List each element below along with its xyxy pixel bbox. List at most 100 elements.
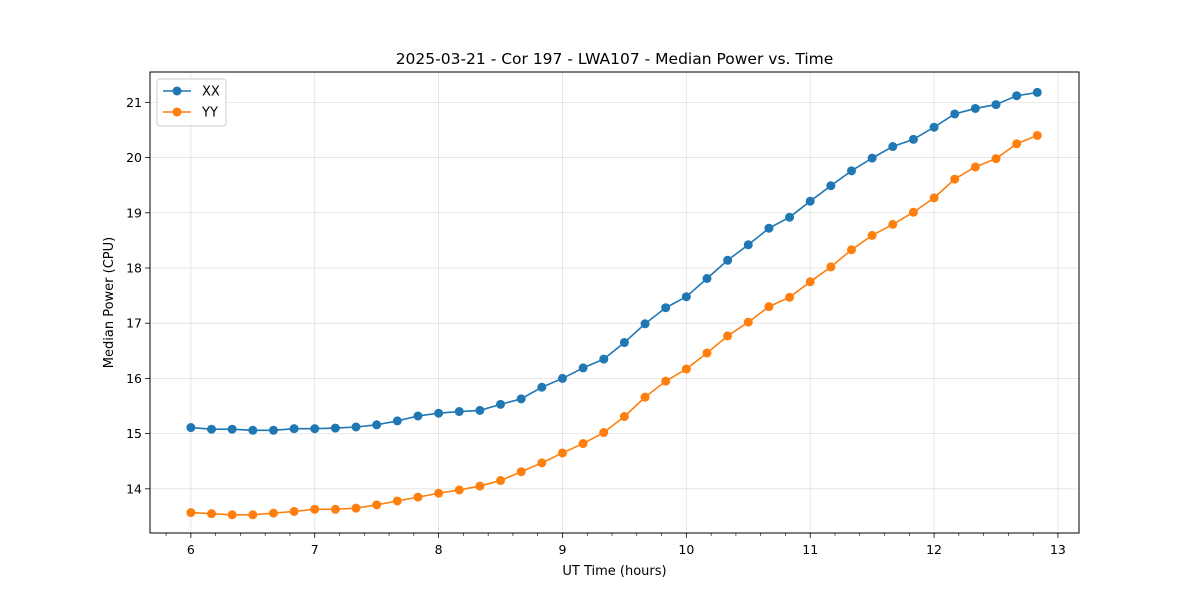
x-tick-label: 9 bbox=[558, 542, 566, 557]
x-tick-label: 6 bbox=[187, 542, 195, 557]
data-point-xx bbox=[867, 153, 877, 163]
data-point-xx bbox=[764, 223, 774, 233]
ticks: 6 7 8 9 10 11 12 13 14 15 16 17 18 19 20 21 bbox=[126, 95, 1066, 557]
data-point-yy bbox=[785, 292, 795, 302]
data-point-xx bbox=[929, 122, 939, 132]
y-tick-label: 20 bbox=[126, 150, 142, 165]
x-tick-label: 12 bbox=[926, 542, 942, 557]
data-point-yy bbox=[805, 277, 815, 287]
data-point-yy bbox=[950, 174, 960, 184]
data-point-xx bbox=[475, 405, 485, 415]
data-point-xx bbox=[578, 363, 588, 373]
x-tick-label: 8 bbox=[435, 542, 443, 557]
data-point-xx bbox=[268, 425, 278, 435]
legend-marker-yy bbox=[172, 107, 182, 117]
data-point-xx bbox=[702, 273, 712, 283]
data-point-xx bbox=[557, 373, 567, 383]
data-point-yy bbox=[661, 376, 671, 386]
x-axis-label: UT Time (hours) bbox=[562, 564, 666, 579]
data-point-yy bbox=[578, 439, 588, 449]
data-point-xx bbox=[743, 240, 753, 250]
data-point-xx bbox=[661, 303, 671, 313]
data-point-xx bbox=[516, 394, 526, 404]
data-point-xx bbox=[1012, 91, 1022, 101]
data-point-yy bbox=[186, 508, 196, 518]
data-point-xx bbox=[434, 408, 444, 418]
data-point-xx bbox=[805, 196, 815, 206]
data-point-yy bbox=[1032, 130, 1042, 140]
data-point-xx bbox=[888, 142, 898, 152]
data-point-xx bbox=[1032, 87, 1042, 97]
data-point-yy bbox=[867, 230, 877, 240]
y-tick-label: 16 bbox=[126, 371, 142, 386]
data-point-yy bbox=[557, 448, 567, 458]
data-point-yy bbox=[289, 506, 299, 516]
data-point-yy bbox=[970, 162, 980, 172]
y-tick-label: 21 bbox=[126, 95, 142, 110]
legend-marker-xx bbox=[172, 86, 182, 96]
data-point-yy bbox=[516, 467, 526, 477]
data-point-xx bbox=[908, 134, 918, 144]
data-point-xx bbox=[227, 424, 237, 434]
data-point-xx bbox=[496, 399, 506, 409]
y-tick-label: 19 bbox=[126, 205, 142, 220]
legend-label-xx: XX bbox=[202, 85, 220, 100]
y-axis-label: Median Power (CPU) bbox=[102, 237, 117, 368]
data-point-yy bbox=[764, 302, 774, 312]
data-point-xx bbox=[826, 181, 836, 191]
data-point-xx bbox=[723, 255, 733, 265]
data-point-xx bbox=[248, 425, 258, 435]
data-point-yy bbox=[207, 509, 217, 519]
data-point-yy bbox=[991, 154, 1001, 164]
legend: XX YY bbox=[156, 78, 227, 127]
data-point-yy bbox=[702, 348, 712, 358]
data-point-xx bbox=[351, 422, 361, 432]
y-tick-label: 14 bbox=[126, 481, 142, 496]
data-point-xx bbox=[537, 382, 547, 392]
legend-label-yy: YY bbox=[201, 106, 218, 121]
data-point-yy bbox=[723, 331, 733, 341]
data-point-yy bbox=[351, 503, 361, 513]
data-point-xx bbox=[950, 109, 960, 119]
data-point-yy bbox=[496, 476, 506, 486]
data-point-yy bbox=[743, 317, 753, 327]
x-tick-label: 13 bbox=[1050, 542, 1066, 557]
data-point-xx bbox=[970, 103, 980, 113]
data-point-yy bbox=[475, 481, 485, 491]
plot-frame bbox=[149, 71, 1080, 534]
grid bbox=[150, 72, 1079, 533]
data-point-yy bbox=[619, 412, 629, 422]
data-point-yy bbox=[392, 496, 402, 506]
data-point-yy bbox=[599, 428, 609, 438]
chart-title: 2025-03-21 - Cor 197 - LWA107 - Median P… bbox=[396, 50, 834, 68]
y-tick-label: 15 bbox=[126, 426, 142, 441]
data-point-xx bbox=[186, 423, 196, 433]
data-point-xx bbox=[599, 354, 609, 364]
data-point-yy bbox=[908, 207, 918, 217]
data-point-yy bbox=[248, 510, 258, 520]
data-point-xx bbox=[619, 338, 629, 348]
data-point-yy bbox=[330, 504, 340, 514]
data-point-yy bbox=[681, 364, 691, 374]
data-point-yy bbox=[227, 510, 237, 520]
data-point-yy bbox=[372, 500, 382, 510]
data-point-xx bbox=[310, 424, 320, 434]
data-point-yy bbox=[640, 392, 650, 402]
data-point-xx bbox=[413, 411, 423, 421]
data-point-xx bbox=[991, 100, 1001, 110]
data-point-yy bbox=[413, 492, 423, 502]
data-point-xx bbox=[454, 407, 464, 417]
data-point-xx bbox=[330, 423, 340, 433]
y-tick-label: 18 bbox=[126, 260, 142, 275]
data-point-xx bbox=[640, 319, 650, 329]
data-point-yy bbox=[454, 485, 464, 495]
data-point-yy bbox=[1012, 139, 1022, 149]
data-point-xx bbox=[785, 212, 795, 222]
y-tick-label: 17 bbox=[126, 316, 142, 331]
data-point-yy bbox=[826, 262, 836, 272]
x-tick-label: 7 bbox=[311, 542, 319, 557]
data-point-xx bbox=[207, 424, 217, 434]
data-point-yy bbox=[434, 488, 444, 498]
x-tick-label: 10 bbox=[678, 542, 694, 557]
